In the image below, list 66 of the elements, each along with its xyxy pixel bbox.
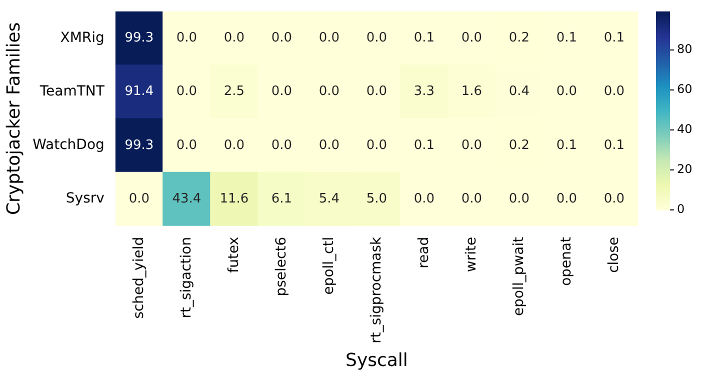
data-label: 0.0 bbox=[271, 30, 292, 46]
data-label: 0.0 bbox=[414, 191, 435, 206]
data-label: 0.0 bbox=[461, 30, 482, 46]
color-bar-label: 80 bbox=[677, 42, 692, 56]
data-label: 6.1 bbox=[271, 191, 292, 206]
data-label: 0.0 bbox=[366, 30, 388, 46]
data-label: 91.4 bbox=[124, 84, 154, 100]
data-label: 0.0 bbox=[318, 138, 340, 153]
data-label: 0.0 bbox=[271, 138, 292, 153]
x-tick-label: close bbox=[606, 236, 622, 273]
data-label: 0.1 bbox=[604, 30, 625, 46]
data-label: 5.0 bbox=[366, 191, 388, 206]
data-label: 0.0 bbox=[366, 138, 388, 153]
x-tick-label: epoll_ctl bbox=[320, 236, 337, 295]
color-bar-label: 20 bbox=[677, 162, 692, 176]
x-tick-label: read bbox=[416, 236, 432, 268]
data-label: 1.6 bbox=[461, 84, 482, 100]
data-label: 0.1 bbox=[414, 30, 435, 46]
data-label: 0.0 bbox=[224, 138, 245, 153]
data-label: 0.1 bbox=[414, 138, 435, 153]
data-label: 0.0 bbox=[176, 30, 198, 46]
data-label: 0.0 bbox=[556, 84, 578, 100]
color-bar-label: 40 bbox=[677, 122, 692, 136]
data-label: 0.0 bbox=[224, 30, 245, 46]
y-tick-label: WatchDog bbox=[32, 137, 104, 154]
data-label: 0.0 bbox=[508, 191, 530, 206]
data-label: 0.0 bbox=[318, 30, 340, 46]
data-label: 0.0 bbox=[128, 191, 150, 206]
data-label: 11.6 bbox=[220, 191, 249, 206]
data-label: 0.0 bbox=[604, 191, 625, 206]
x-tick-label: write bbox=[463, 236, 480, 272]
y-tick-label: TeamTNT bbox=[38, 83, 105, 100]
data-label: 3.3 bbox=[414, 84, 435, 100]
data-label: 0.0 bbox=[271, 84, 292, 100]
y-tick-label: XMRig bbox=[60, 30, 104, 46]
data-label: 0.0 bbox=[366, 84, 388, 100]
data-label: 0.1 bbox=[556, 138, 578, 153]
x-tick-label: futex bbox=[226, 236, 242, 273]
data-label: 99.3 bbox=[124, 138, 154, 153]
data-label: 0.0 bbox=[318, 84, 340, 100]
x-tick-label: epoll_pwait bbox=[510, 236, 527, 316]
data-label: 99.3 bbox=[124, 30, 154, 46]
data-label: 0.0 bbox=[461, 138, 482, 153]
data-label: 0.0 bbox=[604, 84, 625, 100]
y-tick-label: Sysrv bbox=[66, 190, 104, 207]
x-tick-label: rt_sigprocmask bbox=[368, 236, 384, 344]
data-label: 0.0 bbox=[556, 191, 578, 206]
x-tick-label: pselect6 bbox=[273, 236, 290, 296]
x-tick-label: sched_yield bbox=[130, 236, 147, 319]
x-tick-label: rt_sigaction bbox=[178, 236, 194, 318]
data-label: 5.4 bbox=[318, 191, 340, 206]
data-label: 0.2 bbox=[508, 30, 530, 46]
data-label: 0.2 bbox=[508, 138, 530, 153]
x-axis-title: Syscall bbox=[346, 350, 408, 371]
data-label: 0.0 bbox=[176, 138, 198, 153]
x-tick-label: openat bbox=[558, 236, 574, 286]
data-label: 43.4 bbox=[172, 191, 202, 206]
data-label: 0.1 bbox=[556, 30, 578, 46]
data-label: 0.4 bbox=[508, 84, 530, 100]
color-bar-label: 60 bbox=[677, 82, 692, 96]
data-label: 0.1 bbox=[604, 138, 625, 153]
y-axis-title: Cryptojacker Families bbox=[3, 22, 24, 216]
data-label: 0.0 bbox=[176, 84, 198, 100]
data-label: 2.5 bbox=[224, 84, 245, 100]
color-bar-label: 0 bbox=[677, 202, 685, 216]
data-label: 0.0 bbox=[461, 191, 482, 206]
